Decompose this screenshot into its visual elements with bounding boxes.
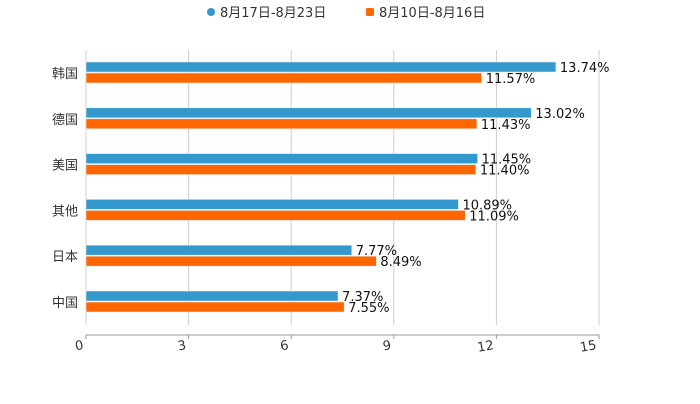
- data-label: 8.49%: [380, 255, 421, 270]
- bars: 13.74% 11.57% 13.02% 11.43% 11.45%11.40% 10.8…: [85, 61, 610, 316]
- bar: [85, 255, 377, 267]
- data-label: 7.55%: [348, 301, 389, 316]
- legend-label: 8月10日-8月16日: [379, 6, 485, 21]
- bar: [85, 107, 532, 119]
- data-label: 13.74%: [560, 61, 610, 76]
- bar: [85, 118, 478, 130]
- x-tick-label: 15: [579, 338, 598, 356]
- data-label: 11.09%: [469, 209, 519, 224]
- bar: [85, 153, 478, 164]
- x-tick-label: 6: [279, 338, 290, 354]
- bar: [85, 164, 477, 175]
- x-tick-label: 0: [74, 338, 85, 354]
- bar: [85, 290, 339, 302]
- data-label: 7.77%: [356, 244, 397, 259]
- data-label: 11.43%: [481, 118, 531, 133]
- category-label: 其他: [52, 204, 78, 219]
- bar: [85, 210, 466, 221]
- data-label: 10.89%: [462, 198, 512, 213]
- bar: [85, 72, 482, 84]
- legend-marker: [207, 8, 215, 16]
- legend-marker: [366, 8, 374, 16]
- data-label: 13.02%: [535, 107, 585, 122]
- bar: [85, 61, 557, 73]
- bar: [85, 244, 353, 256]
- data-label: 11.57%: [486, 72, 536, 87]
- category-label: 美国: [52, 159, 78, 174]
- data-label: 11.45%: [482, 153, 532, 168]
- legend-label: 8月17日-8月23日: [220, 6, 326, 21]
- x-axis: 0 3 6 9 12 15: [74, 334, 600, 356]
- data-label: 11.40%: [480, 164, 530, 179]
- category-label: 德国: [52, 113, 78, 128]
- x-tick-label: 9: [382, 338, 393, 354]
- bar: [85, 301, 345, 313]
- data-label: 7.37%: [342, 290, 383, 305]
- category-label: 日本: [52, 250, 78, 265]
- legend: 8月17日-8月23日 8月10日-8月16日: [207, 6, 485, 21]
- x-tick-label: 12: [476, 338, 495, 356]
- x-tick-label: 3: [177, 338, 188, 354]
- grid: [85, 50, 600, 325]
- category-label: 中国: [52, 296, 78, 311]
- bar: [85, 199, 459, 210]
- category-label: 韩国: [52, 67, 78, 82]
